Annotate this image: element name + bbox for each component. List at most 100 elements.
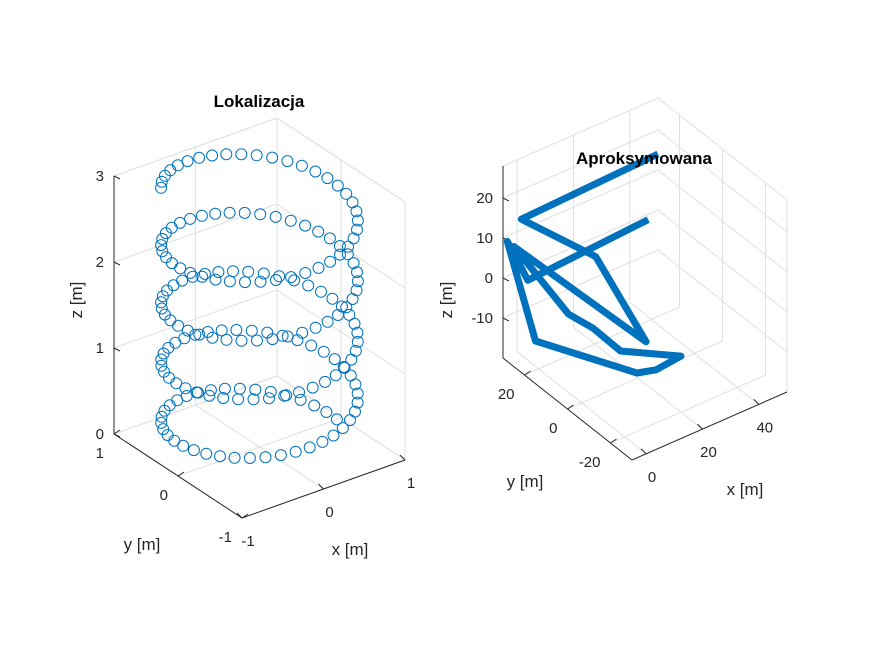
data-point (342, 240, 354, 253)
grid-line (177, 417, 342, 477)
axes-lokalizacja: -1 0 1 -1 0 1 0 1 2 3 Lokalizacja x [m] y [m] z [… (67, 92, 415, 559)
grid-line (502, 129, 659, 199)
data-point (155, 181, 168, 194)
grid-line (502, 97, 659, 167)
data-point (345, 353, 358, 366)
y-tick-label: 20 (498, 386, 515, 403)
data-point (230, 324, 243, 336)
data-point (239, 276, 251, 289)
axis-lines-aproksymowana (502, 166, 788, 461)
data-point (193, 328, 206, 341)
chart-title-aproksymowana: Aproksymowana (576, 149, 713, 168)
z-tick (113, 433, 121, 438)
y-tick (610, 438, 617, 444)
data-point (285, 271, 298, 284)
y-axis-label-aproksymowana: y [m] (507, 472, 544, 491)
data-point (295, 159, 308, 172)
data-point (158, 169, 171, 182)
data-point (206, 331, 219, 344)
data-point (220, 333, 233, 346)
data-point (305, 339, 318, 352)
data-point (327, 429, 340, 442)
data-point (309, 165, 322, 178)
data-point (196, 270, 209, 283)
x-tick (697, 423, 703, 430)
data-point (209, 273, 222, 286)
data-point (245, 324, 258, 337)
data-point (223, 275, 236, 288)
data-point (251, 334, 263, 347)
data-point (184, 212, 197, 225)
grid-lokalizacja (113, 117, 406, 519)
data-point (321, 315, 334, 328)
data-point (344, 369, 357, 382)
z-tick-label: 3 (96, 168, 104, 185)
z-tick-label: 1 (96, 340, 104, 357)
data-point (281, 155, 294, 168)
grid-line (276, 289, 406, 375)
data-point (184, 266, 197, 279)
data-point (157, 347, 170, 360)
data-point (198, 267, 211, 280)
data-point (206, 149, 219, 162)
data-point (157, 423, 170, 436)
z-axis-label-lokalizacja: z [m] (67, 282, 86, 319)
data-point (179, 382, 192, 395)
grid-line (657, 249, 788, 353)
data-point (195, 209, 208, 222)
z-axis-label-aproksymowana: z [m] (437, 282, 456, 319)
data-point (155, 239, 168, 252)
data-point (223, 206, 236, 219)
z-tick (502, 197, 510, 202)
chart-title-lokalizacja: Lokalizacja (214, 92, 305, 111)
data-point (156, 233, 169, 245)
z-tick-label: 0 (485, 270, 493, 287)
data-point (190, 386, 203, 399)
z-tick (113, 347, 121, 352)
data-point (203, 389, 216, 402)
data-point (324, 255, 337, 268)
data-point (209, 207, 222, 220)
data-point (263, 392, 275, 405)
data-point (347, 232, 360, 245)
data-point (323, 232, 336, 245)
z-tick (502, 277, 510, 282)
data-point (319, 375, 331, 388)
data-point (193, 151, 206, 164)
data-point (212, 266, 225, 278)
data-point (351, 396, 364, 409)
data-point (174, 216, 186, 229)
data-point (294, 393, 307, 406)
x-tick (640, 448, 647, 455)
grid-line (657, 97, 788, 201)
x-tick (753, 399, 760, 405)
data-point (351, 275, 364, 288)
data-point (172, 319, 185, 332)
y-tick-label: -20 (579, 454, 601, 471)
data-point (351, 223, 363, 236)
data-point (243, 452, 256, 464)
data-point (278, 389, 291, 402)
tick-labels-aproksymowana: 0 20 40 -20 0 20 -10 0 10 20 (471, 190, 773, 486)
y-tick-label: 0 (160, 487, 168, 504)
y-axis-label-lokalizacja: y [m] (124, 535, 161, 554)
data-point (156, 245, 169, 258)
data-point (156, 290, 169, 303)
data-point (350, 284, 363, 297)
data-point (155, 416, 168, 429)
data-point (351, 335, 364, 348)
data-point (320, 406, 333, 418)
data-point (332, 309, 344, 321)
data-point (215, 324, 228, 337)
data-point (273, 270, 286, 283)
data-point (254, 208, 267, 221)
grid-line (657, 129, 788, 233)
data-point (200, 447, 213, 460)
data-point (312, 225, 325, 238)
data-point (249, 383, 262, 396)
data-point (334, 248, 346, 261)
grid-line (276, 375, 406, 461)
data-point (329, 369, 342, 382)
